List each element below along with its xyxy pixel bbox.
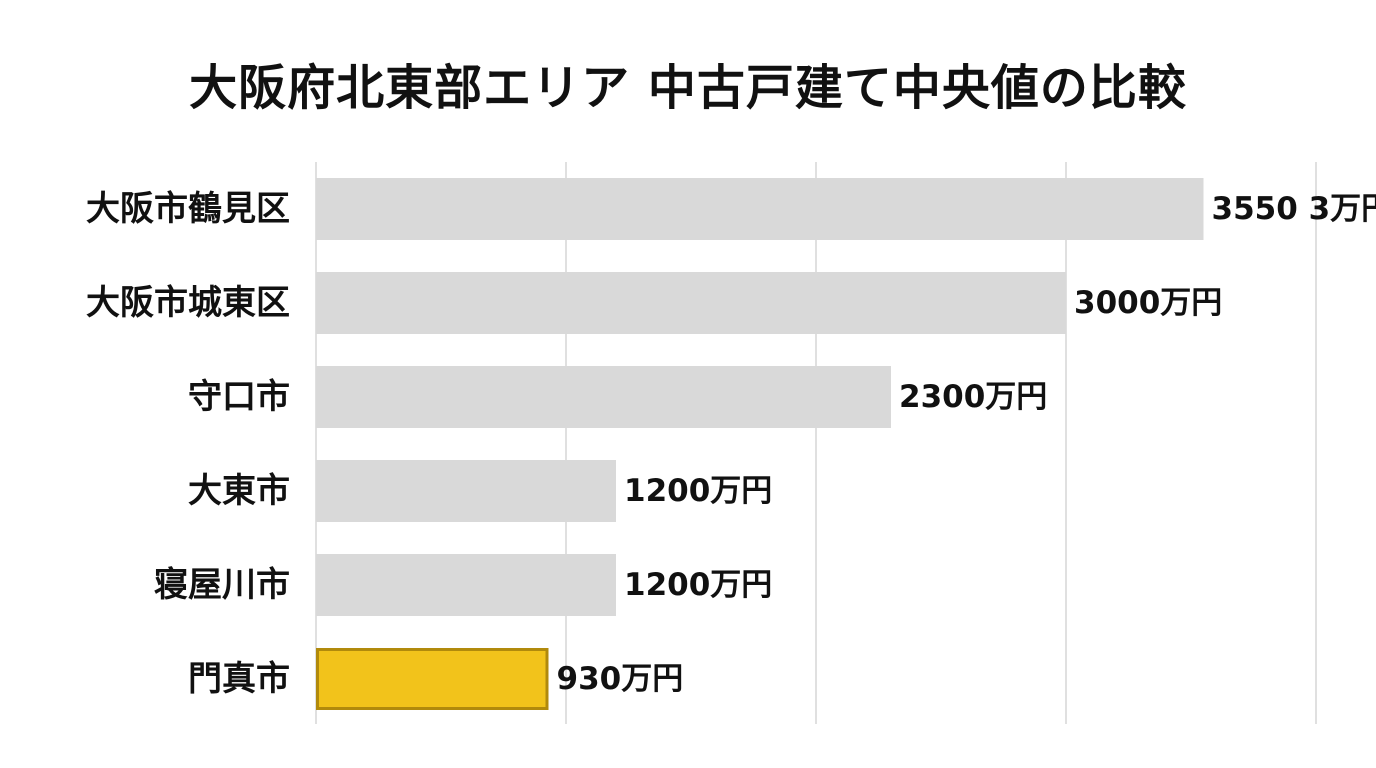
category-label-2: 守口市 bbox=[188, 377, 290, 417]
value-label-2: 2300万円 bbox=[899, 379, 1047, 415]
chart-title: 大阪府北東部エリア 中古戸建て中央値の比較 bbox=[189, 60, 1187, 116]
bar-0 bbox=[316, 178, 1204, 240]
bar-5 bbox=[316, 648, 549, 710]
bar-4 bbox=[316, 554, 616, 616]
value-label-0: 3550 3万円 bbox=[1212, 191, 1376, 227]
category-label-4: 寝屋川市 bbox=[154, 565, 290, 605]
value-label-3: 1200万円 bbox=[624, 473, 772, 509]
category-label-1: 大阪市城東区 bbox=[86, 283, 290, 323]
bar-3 bbox=[316, 460, 616, 522]
category-label-0: 大阪市鶴見区 bbox=[86, 189, 290, 229]
category-label-5: 門真市 bbox=[188, 659, 290, 699]
value-label-5: 930万円 bbox=[557, 661, 684, 697]
grid-lines bbox=[315, 162, 1317, 724]
bar-1 bbox=[316, 272, 1066, 334]
category-label-3: 大東市 bbox=[188, 471, 290, 511]
value-label-4: 1200万円 bbox=[624, 567, 772, 603]
bar-2 bbox=[316, 366, 891, 428]
bars bbox=[316, 178, 1204, 710]
value-label-1: 3000万円 bbox=[1074, 285, 1222, 321]
